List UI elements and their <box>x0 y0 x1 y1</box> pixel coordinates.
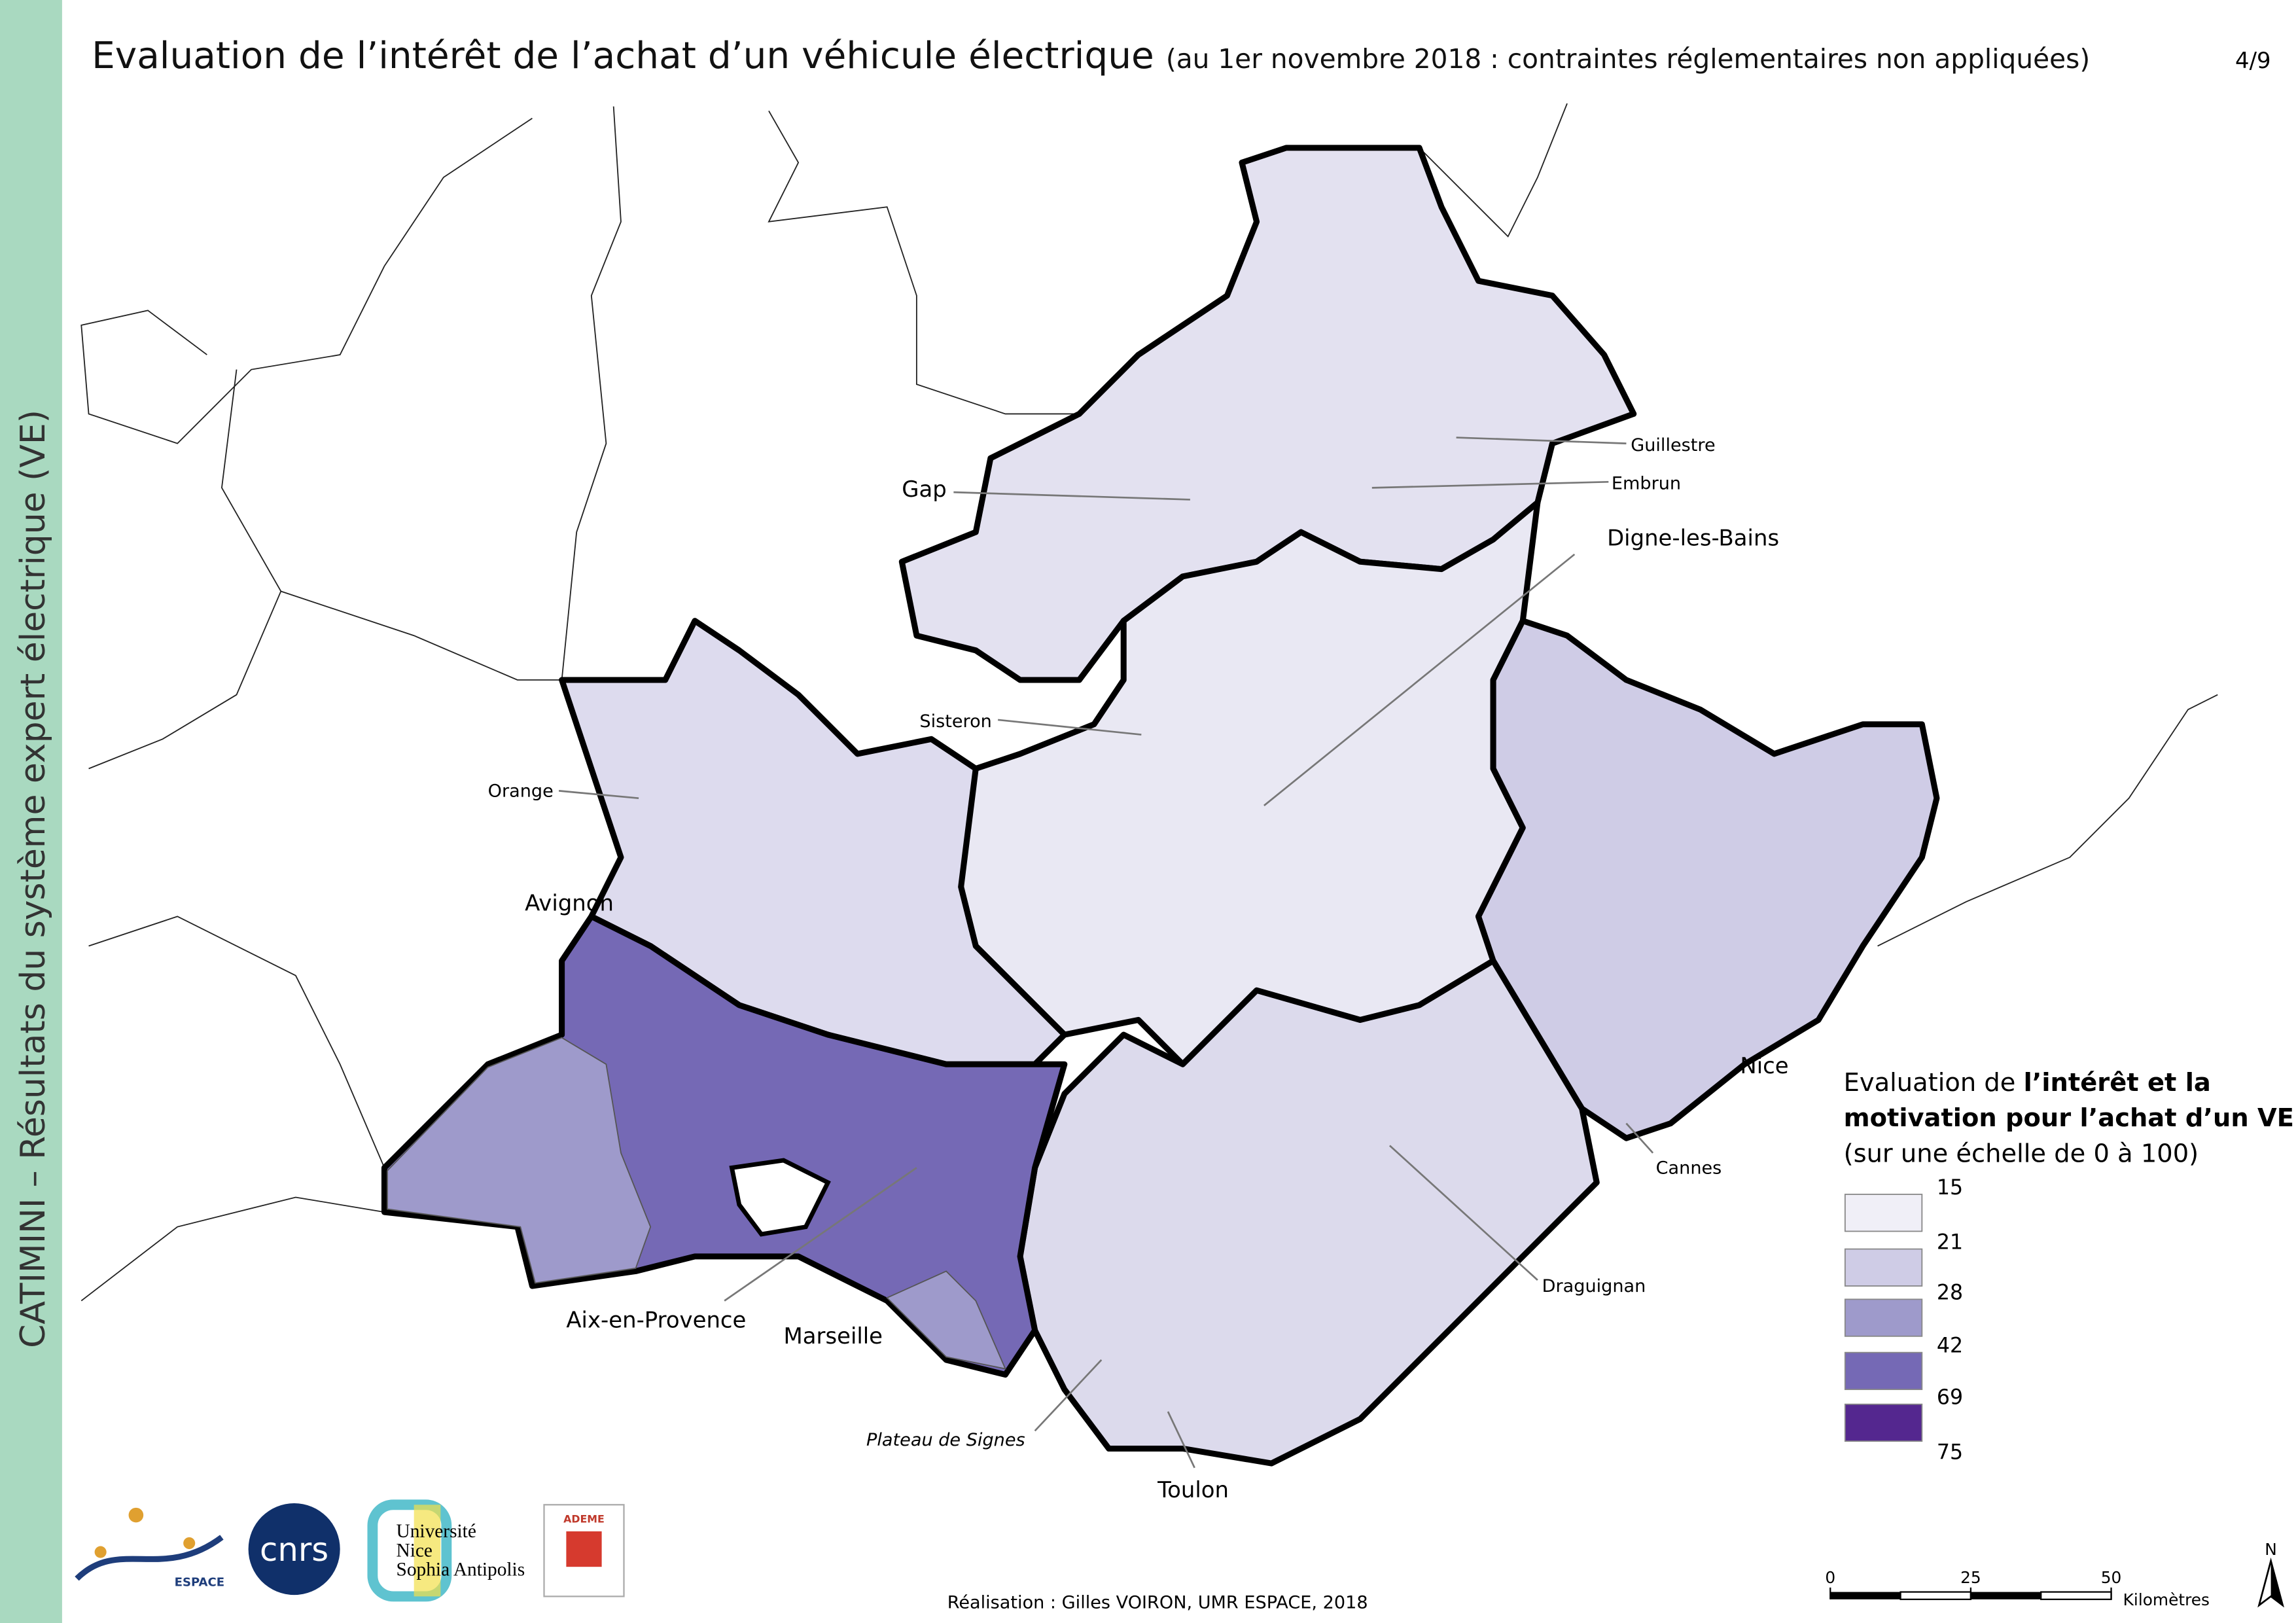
legend-title-line: motivation pour l’achat d’un VE <box>1844 1103 2294 1133</box>
leader-lines <box>558 437 1654 1469</box>
sidebar-text: CATIMINI – Résultats du système expert é… <box>14 410 53 1348</box>
legend-break-label: 28 <box>1937 1281 1963 1304</box>
espace-logo-dot <box>94 1546 107 1558</box>
legend-break-label: 21 <box>1937 1231 1963 1255</box>
cnrs-logo <box>248 1503 340 1596</box>
espace-logo-dot <box>128 1507 144 1523</box>
university-logo-bar <box>414 1505 441 1597</box>
legend-swatch <box>1844 1351 1923 1391</box>
university-logo-text: Sophia Antipolis <box>397 1560 525 1580</box>
espace-logo-wave <box>75 1535 224 1581</box>
background-borders <box>80 103 2218 1302</box>
logos: ESPACE cnrs Université Nice Sophia Antip… <box>75 1499 625 1602</box>
scale-segment <box>2040 1591 2112 1600</box>
ademe-logo-text: ADEME <box>563 1512 605 1525</box>
place-label: Orange <box>488 781 554 801</box>
espace-logo-text: ESPACE <box>175 1576 225 1590</box>
legend-swatch <box>1844 1248 1923 1287</box>
scale-tick-label: 0 <box>1825 1568 1835 1587</box>
legend-title-part: Evaluation de <box>1844 1068 2024 1097</box>
north-label: N <box>2265 1540 2277 1559</box>
university-logo <box>367 1499 452 1602</box>
place-label: Sisteron <box>919 711 991 732</box>
place-label: Avignon <box>525 890 614 916</box>
place-label: Guillestre <box>1631 435 1715 455</box>
sidebar-band <box>0 0 62 1623</box>
scale-tick-label: 25 <box>1960 1568 1981 1587</box>
university-logo-text: Nice <box>397 1540 433 1561</box>
place-label: Toulon <box>1157 1477 1229 1503</box>
scale-tick-label: 50 <box>2101 1568 2122 1587</box>
legend: Evaluation de l’intérêt et la motivation… <box>1844 1068 2294 1464</box>
legend-swatch <box>1844 1194 1923 1232</box>
place-label: Gap <box>902 476 947 502</box>
title: Evaluation de l’intérêt de l’achat d’un … <box>92 35 2090 77</box>
ademe-logo-mark <box>566 1531 602 1567</box>
place-label: Aix-en-Provence <box>566 1307 746 1332</box>
marseille-east <box>886 1270 1006 1370</box>
place-label: Plateau de Signes <box>866 1430 1025 1450</box>
camargue <box>387 1037 652 1284</box>
subtitle: (au 1er novembre 2018 : contraintes régl… <box>1166 43 2090 75</box>
place-label: Nice <box>1740 1053 1788 1079</box>
legend-break-label: 15 <box>1937 1176 1963 1200</box>
etang-de-berre <box>729 1158 831 1237</box>
alpes-maritimes <box>1475 618 1940 1141</box>
page-number: 4/9 <box>2235 48 2271 73</box>
place-label: Draguignan <box>1542 1276 1646 1296</box>
place-label: Marseille <box>784 1323 883 1349</box>
scale-segment <box>1970 1592 2041 1599</box>
departments <box>381 145 1940 1467</box>
place-label: Embrun <box>1612 474 1681 494</box>
legend-title-line: (sur une échelle de 0 à 100) <box>1844 1139 2199 1168</box>
legend-break-label: 75 <box>1937 1440 1963 1464</box>
title-main: Evaluation de l’intérêt de l’achat d’un … <box>92 35 1154 77</box>
credit: Réalisation : Gilles VOIRON, UMR ESPACE,… <box>947 1592 1368 1613</box>
scale-segment <box>1899 1591 1972 1600</box>
legend-title-part: l’intérêt et la <box>2024 1068 2211 1097</box>
scale-unit: Kilomètres <box>2123 1590 2210 1609</box>
cnrs-logo-text: cnrs <box>260 1531 328 1569</box>
legend-swatch <box>1844 1403 1923 1442</box>
legend-break-label: 69 <box>1937 1386 1963 1410</box>
legend-swatch <box>1844 1298 1923 1337</box>
legend-title-line: Evaluation de l’intérêt et la <box>1844 1068 2211 1097</box>
var <box>1017 957 1600 1467</box>
scale-segment <box>1830 1592 1901 1599</box>
legend-break-label: 42 <box>1937 1334 1963 1358</box>
place-label: Cannes <box>1656 1158 1722 1178</box>
espace-logo-dot <box>183 1537 196 1550</box>
north-arrow: N <box>2257 1540 2284 1608</box>
ademe-logo <box>543 1504 625 1597</box>
university-logo-text: Université <box>397 1521 476 1542</box>
place-label: Digne-les-Bains <box>1607 525 1779 550</box>
